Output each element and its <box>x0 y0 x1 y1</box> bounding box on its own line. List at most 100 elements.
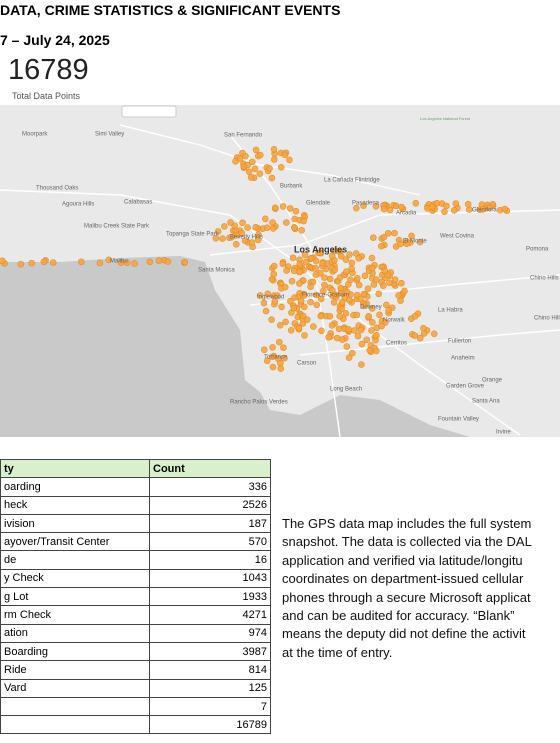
gps-dot <box>369 319 376 326</box>
gps-dot <box>342 256 350 264</box>
gps-dot <box>262 307 270 315</box>
gps-dot <box>345 296 353 304</box>
gps-dot <box>345 325 352 333</box>
gps-dot <box>300 217 307 225</box>
gps-dot <box>286 156 293 164</box>
gps-dot <box>290 304 298 312</box>
count-cell: 16 <box>149 550 271 570</box>
gps-dot <box>281 151 289 159</box>
gps-dot <box>368 327 375 334</box>
map-label: Topanga State Park <box>166 232 220 238</box>
map-label: Thousand Oaks <box>36 186 78 192</box>
activity-cell: ation <box>0 623 150 643</box>
count-cell: Count <box>149 458 271 479</box>
gps-dot <box>338 305 345 313</box>
gps-dot <box>338 336 346 343</box>
activity-cell <box>0 715 150 735</box>
table-row: 16789 <box>0 715 271 735</box>
gps-dot <box>266 165 273 172</box>
paragraph-line: at the time of entry. <box>282 644 393 660</box>
gps-dot <box>346 251 353 258</box>
gps-dot <box>317 312 325 320</box>
gps-dot <box>254 236 262 244</box>
gps-dot <box>271 204 279 212</box>
map-label: Agoura Hills <box>62 202 94 208</box>
gps-dot <box>117 259 125 266</box>
gps-dot <box>280 344 287 351</box>
gps-dot <box>380 205 388 213</box>
table-row: Ride 814 <box>0 660 271 680</box>
gps-dot <box>441 208 448 215</box>
gps-dot <box>331 247 339 255</box>
gps-dot <box>270 270 278 278</box>
gps-dot <box>357 295 364 303</box>
gps-dot <box>381 267 389 275</box>
count-cell: 570 <box>149 532 271 552</box>
map-label: Garden Grove <box>446 384 485 390</box>
paragraph-line: coordinates on department-issued cellula… <box>282 571 524 587</box>
table-row: g Lot 1933 <box>0 587 271 607</box>
gps-dot <box>270 156 278 163</box>
gps-dot <box>326 312 334 320</box>
count-cell: 2526 <box>149 495 271 515</box>
gps-dot <box>372 202 380 210</box>
gps-dot <box>245 168 253 176</box>
gps-dot <box>353 311 361 319</box>
gps-dot <box>452 200 460 207</box>
gps-dot <box>301 303 308 311</box>
gps-dot <box>240 163 248 170</box>
map-toolbar <box>121 105 177 118</box>
gps-dot <box>375 290 383 298</box>
gps-dot <box>386 279 393 287</box>
gps-dot <box>317 295 325 303</box>
gps-dot <box>464 200 472 208</box>
gps-dot <box>260 346 268 354</box>
gps-dot <box>214 228 222 235</box>
table-row: heck 2526 <box>0 495 271 515</box>
gps-dot <box>277 365 285 372</box>
gps-dot <box>347 276 354 284</box>
table-row: oarding 336 <box>0 477 271 497</box>
gps-dot <box>342 310 350 317</box>
gps-dot <box>310 323 317 330</box>
count-cell: 187 <box>149 513 271 534</box>
gps-dot <box>355 254 362 262</box>
gps-dot <box>270 145 278 153</box>
table-row: ation 974 <box>0 623 271 643</box>
gps-dot <box>376 311 383 319</box>
gps-dot <box>256 151 264 159</box>
activity-cell: y Check <box>0 568 150 589</box>
gps-dot <box>364 285 372 292</box>
gps-dot <box>433 199 441 207</box>
map-label: Malibu <box>110 259 128 265</box>
gps-dot <box>263 357 271 365</box>
gps-dot <box>164 258 172 266</box>
gps-dot <box>368 305 376 312</box>
gps-dot <box>251 165 259 173</box>
gps-dot <box>352 204 360 212</box>
gps-dot <box>391 276 399 284</box>
gps-dot <box>391 229 398 237</box>
count-cell: 1043 <box>149 568 271 589</box>
total-count: 16789 <box>8 54 89 86</box>
gps-dot <box>295 324 303 332</box>
table-row: Boarding 3987 <box>0 641 271 662</box>
gps-dot <box>228 233 236 241</box>
gps-dot <box>479 206 487 213</box>
count-cell: 814 <box>149 660 271 680</box>
gps-dot <box>395 292 402 299</box>
map-label: West Covina <box>440 234 475 240</box>
gps-dot <box>411 312 419 320</box>
gps-dot <box>313 301 321 309</box>
count-cell: 974 <box>149 623 271 643</box>
gps-dot <box>77 258 85 266</box>
gps-dot <box>256 292 264 299</box>
gps-dot <box>345 354 353 361</box>
gps-dot <box>348 259 356 267</box>
table-row: ty Count <box>0 458 271 479</box>
map-label: Moorpark <box>22 132 48 138</box>
gps-dot <box>335 325 343 333</box>
map-label: Chino Hills <box>530 276 559 282</box>
gps-dot <box>289 254 297 262</box>
gps-dot <box>312 265 319 272</box>
